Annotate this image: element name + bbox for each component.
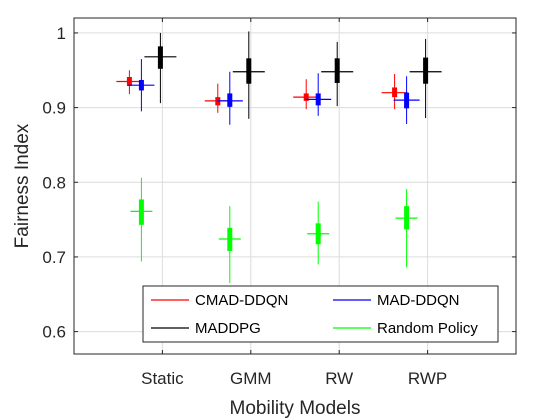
box-iqr <box>157 46 163 69</box>
x-axis-ticks: Static GMM RW RWP <box>141 18 447 388</box>
legend-label: MAD-DDQN <box>377 292 460 309</box>
box-iqr <box>246 58 252 84</box>
box-iqr <box>423 57 429 84</box>
plot-frame <box>73 17 517 355</box>
legend-box <box>142 285 499 343</box>
series-maddpg <box>144 31 442 119</box>
legend: CMAD-DDQN MAD-DDQN MADDPG Random Policy <box>142 285 499 343</box>
y-tick-label: 1 <box>57 24 66 43</box>
y-axis-ticks: 0.6 0.7 0.8 0.9 1 <box>42 24 516 342</box>
box-iqr <box>227 93 233 107</box>
legend-label: CMAD-DDQN <box>195 292 288 309</box>
x-tick-label: RWP <box>408 369 447 388</box>
legend-label: Random Policy <box>377 320 478 337</box>
y-axis-label: Fairness Index <box>12 123 33 248</box>
y-tick-label: 0.8 <box>42 173 66 192</box>
series-mad-ddqn <box>128 59 420 125</box>
x-tick-label: RW <box>325 369 353 388</box>
x-tick-label: GMM <box>230 369 272 388</box>
legend-label: MADDPG <box>195 320 261 337</box>
box-series-group <box>116 31 442 284</box>
box-iqr <box>334 58 340 83</box>
y-tick-label: 0.7 <box>42 248 66 267</box>
x-axis-label: Mobility Models <box>230 398 361 419</box>
x-tick-label: Static <box>141 369 184 388</box>
y-tick-label: 0.9 <box>42 99 66 118</box>
y-tick-label: 0.6 <box>42 323 66 342</box>
box-iqr <box>138 199 144 225</box>
series-random-policy <box>130 177 418 284</box>
